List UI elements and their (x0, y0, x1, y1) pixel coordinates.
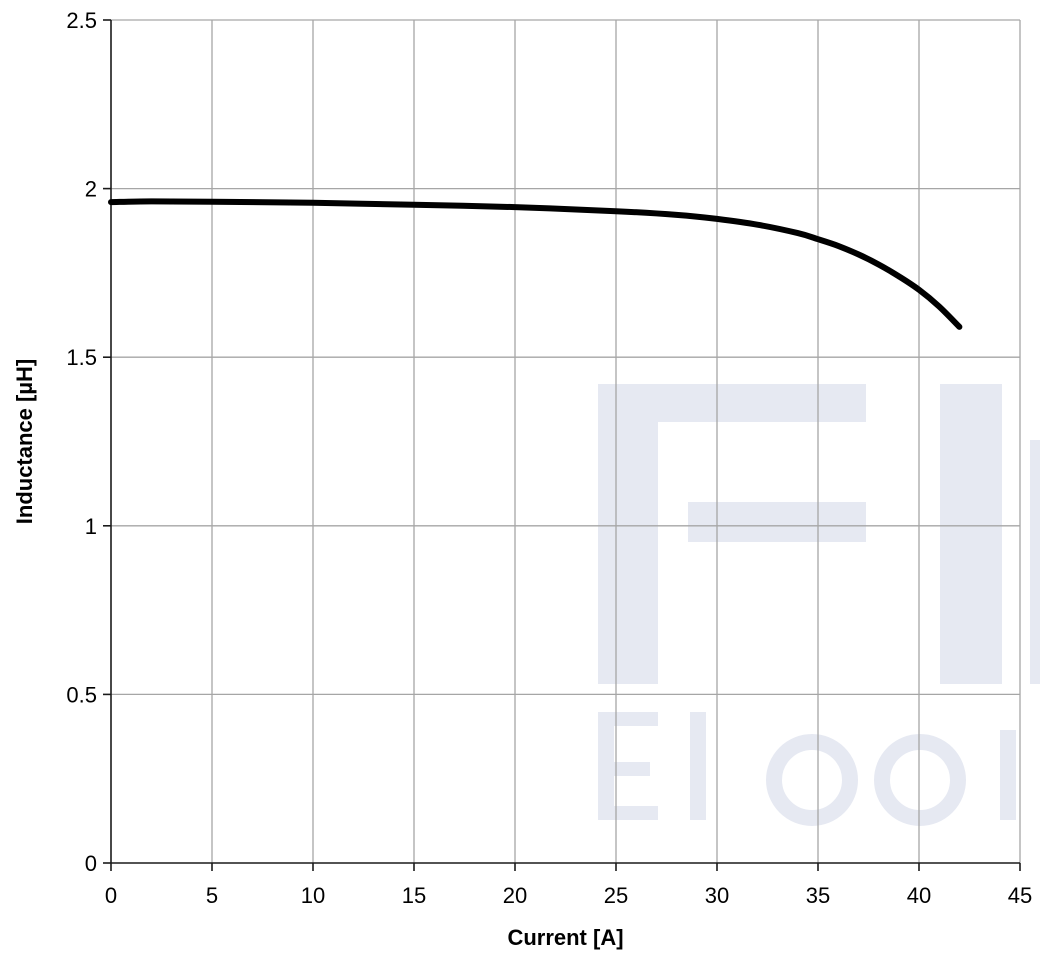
axes (110, 20, 1020, 864)
x-tick-label-25: 25 (604, 883, 628, 908)
y-tick-label-2_5: 2.5 (66, 8, 97, 33)
x-tick-label-15: 15 (402, 883, 426, 908)
x-tick-label-45: 45 (1008, 883, 1032, 908)
x-tick-label-0: 0 (105, 883, 117, 908)
x-axis-title: Current [A] (507, 925, 623, 950)
x-tick-label-30: 30 (705, 883, 729, 908)
x-axis-ticks: 0 5 10 15 20 25 30 35 40 45 (105, 863, 1032, 908)
y-tick-label-1_5: 1.5 (66, 345, 97, 370)
data-series (108, 198, 963, 330)
grid-lines (111, 19, 1021, 863)
y-axis-ticks: 0 0.5 1 1.5 2 2.5 (66, 8, 111, 876)
y-tick-label-0_5: 0.5 (66, 682, 97, 707)
x-tick-label-40: 40 (907, 883, 931, 908)
brand-logo-watermark (598, 384, 1040, 826)
series-line-0 (108, 198, 963, 330)
y-axis-title: Inductance [µH] (12, 359, 37, 524)
x-tick-label-5: 5 (206, 883, 218, 908)
y-tick-label-0: 0 (85, 851, 97, 876)
x-tick-label-35: 35 (806, 883, 830, 908)
y-tick-label-1: 1 (85, 514, 97, 539)
y-tick-label-2: 2 (85, 177, 97, 202)
x-tick-label-10: 10 (301, 883, 325, 908)
x-tick-label-20: 20 (503, 883, 527, 908)
